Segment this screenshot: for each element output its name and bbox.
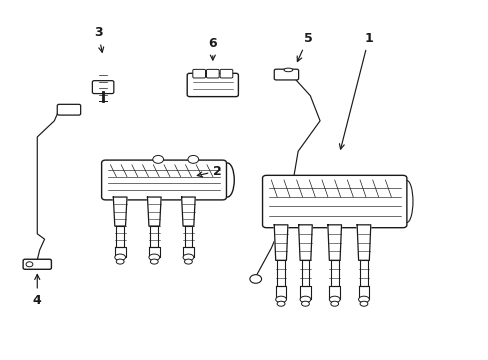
Polygon shape xyxy=(298,225,312,260)
Polygon shape xyxy=(115,247,125,257)
FancyBboxPatch shape xyxy=(57,104,81,115)
Ellipse shape xyxy=(358,296,368,303)
Polygon shape xyxy=(150,226,158,247)
Polygon shape xyxy=(359,260,367,286)
FancyBboxPatch shape xyxy=(262,175,406,228)
Text: 2: 2 xyxy=(197,165,222,177)
Polygon shape xyxy=(274,225,287,260)
FancyBboxPatch shape xyxy=(187,73,238,96)
Ellipse shape xyxy=(149,254,159,261)
Ellipse shape xyxy=(330,301,338,306)
Text: 1: 1 xyxy=(339,32,372,149)
FancyBboxPatch shape xyxy=(102,160,226,200)
Ellipse shape xyxy=(187,156,198,163)
Ellipse shape xyxy=(220,163,234,197)
Text: 6: 6 xyxy=(208,37,217,60)
Circle shape xyxy=(249,275,261,283)
Ellipse shape xyxy=(26,262,33,267)
Polygon shape xyxy=(183,247,193,257)
Polygon shape xyxy=(301,260,309,286)
FancyBboxPatch shape xyxy=(23,259,51,269)
FancyBboxPatch shape xyxy=(220,69,232,78)
FancyBboxPatch shape xyxy=(92,81,114,94)
Polygon shape xyxy=(113,197,127,226)
Polygon shape xyxy=(356,225,370,260)
Text: 4: 4 xyxy=(33,274,41,307)
Polygon shape xyxy=(327,225,341,260)
Polygon shape xyxy=(300,286,310,300)
Polygon shape xyxy=(184,226,192,247)
Ellipse shape xyxy=(153,156,163,163)
Ellipse shape xyxy=(300,296,310,303)
Polygon shape xyxy=(330,260,338,286)
Ellipse shape xyxy=(183,254,193,261)
Ellipse shape xyxy=(116,259,124,264)
Ellipse shape xyxy=(301,301,309,306)
Polygon shape xyxy=(147,197,161,226)
Ellipse shape xyxy=(359,301,367,306)
FancyBboxPatch shape xyxy=(274,69,298,80)
Ellipse shape xyxy=(329,296,339,303)
Ellipse shape xyxy=(400,180,412,222)
Ellipse shape xyxy=(115,254,125,261)
Text: 3: 3 xyxy=(94,27,103,52)
Ellipse shape xyxy=(184,259,192,264)
FancyBboxPatch shape xyxy=(206,69,219,78)
Polygon shape xyxy=(181,197,195,226)
Text: 5: 5 xyxy=(297,32,312,62)
Polygon shape xyxy=(116,226,124,247)
Ellipse shape xyxy=(275,296,286,303)
Polygon shape xyxy=(149,247,159,257)
Ellipse shape xyxy=(277,301,285,306)
Polygon shape xyxy=(277,260,285,286)
Polygon shape xyxy=(329,286,339,300)
Ellipse shape xyxy=(284,68,292,72)
Polygon shape xyxy=(358,286,368,300)
Ellipse shape xyxy=(150,259,158,264)
FancyBboxPatch shape xyxy=(192,69,205,78)
Polygon shape xyxy=(275,286,286,300)
